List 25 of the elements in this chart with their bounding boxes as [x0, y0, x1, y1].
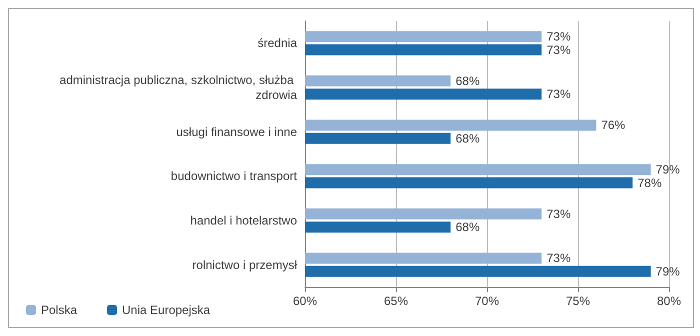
x-tick-label: 60%	[292, 294, 318, 308]
data-label: 68%	[456, 131, 480, 146]
y-tick-label: rolnictwo i przemysł	[192, 258, 298, 272]
y-tick-label: handel i hotelarstwo	[190, 214, 298, 228]
data-label: 78%	[638, 176, 662, 190]
legend-label: Polska	[41, 303, 78, 317]
y-tick-label: usługi finansowe i inne	[176, 124, 298, 139]
data-label: 68%	[456, 220, 480, 234]
x-tick-label: 70%	[474, 294, 500, 308]
data-label: 73%	[546, 206, 571, 221]
data-label: 73%	[546, 251, 571, 266]
legend-label: Unia Europejska	[122, 303, 210, 317]
data-label: 76%	[601, 118, 626, 132]
data-label: 73%	[546, 87, 571, 102]
data-label: 79%	[656, 264, 680, 278]
y-tick-label: średnia	[258, 36, 298, 50]
x-tick-label: 75%	[566, 294, 590, 308]
x-tick-label: 80%	[656, 294, 682, 308]
data-label: 73%	[546, 30, 571, 44]
data-label: 79%	[656, 162, 680, 177]
data-label: 73%	[546, 42, 571, 57]
y-tick-label: budownictwo i transport	[170, 169, 298, 184]
data-label: 68%	[456, 74, 480, 88]
x-tick-label: 65%	[384, 294, 408, 308]
y-tick-label: administracja publiczna, szkolnictwo, służba zdrowia	[60, 73, 298, 102]
